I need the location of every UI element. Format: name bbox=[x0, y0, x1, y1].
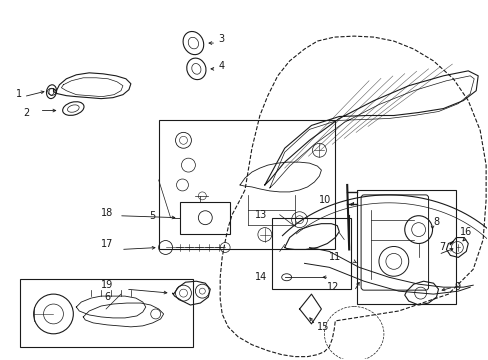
Bar bbox=[271, 218, 350, 289]
Text: 1: 1 bbox=[16, 89, 22, 99]
Text: 14: 14 bbox=[254, 272, 266, 282]
Text: 4: 4 bbox=[218, 61, 224, 71]
Text: 13: 13 bbox=[254, 210, 266, 220]
Text: 19: 19 bbox=[101, 280, 113, 290]
Bar bbox=[158, 121, 335, 249]
Text: 15: 15 bbox=[317, 322, 329, 332]
Text: 10: 10 bbox=[319, 195, 331, 205]
Bar bbox=[180, 202, 230, 234]
Text: 6: 6 bbox=[104, 292, 110, 302]
Bar bbox=[356, 190, 455, 304]
Text: 8: 8 bbox=[433, 217, 439, 227]
Text: 11: 11 bbox=[328, 252, 341, 262]
Text: 17: 17 bbox=[101, 239, 113, 249]
Text: 7: 7 bbox=[439, 243, 445, 252]
Text: 3: 3 bbox=[218, 34, 224, 44]
Text: 9: 9 bbox=[453, 282, 460, 292]
Text: 5: 5 bbox=[148, 211, 155, 221]
Text: 2: 2 bbox=[24, 108, 30, 117]
Text: 12: 12 bbox=[326, 282, 339, 292]
Text: 16: 16 bbox=[459, 226, 471, 237]
Text: 18: 18 bbox=[101, 208, 113, 218]
Bar bbox=[20, 279, 193, 347]
